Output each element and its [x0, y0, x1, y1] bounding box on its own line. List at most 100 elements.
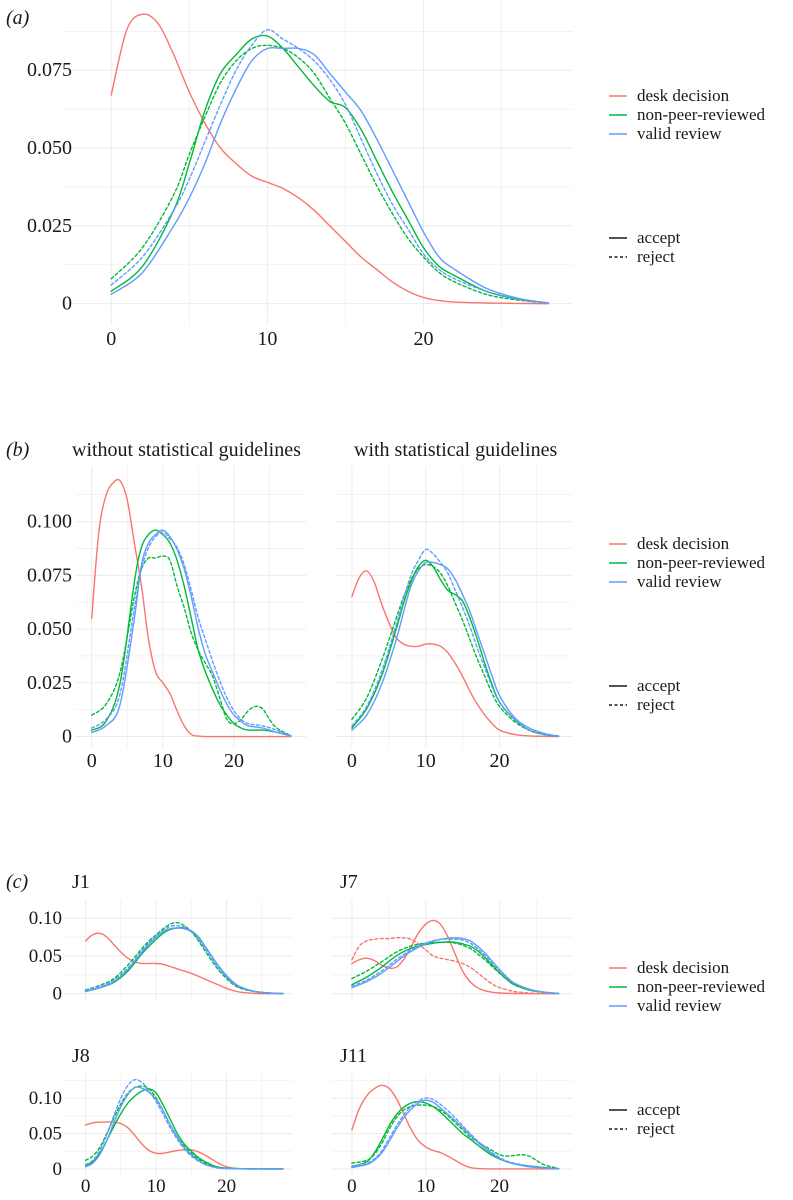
x-tick-label: 20: [490, 1176, 509, 1197]
series-group-c4: [351, 1084, 560, 1170]
legend-label-non-peer-reviewed: non-peer-reviewed: [637, 105, 766, 124]
x-tick-label: 10: [147, 1176, 166, 1197]
legend-label-non-peer-reviewed: non-peer-reviewed: [637, 977, 766, 996]
panel-title-b1: without statistical guidelines: [72, 439, 301, 461]
series-line-non-peer-reviewed-accept: [91, 529, 292, 737]
series-line-non-peer-reviewed-accept: [84, 1088, 284, 1170]
y-tick-label: 0: [53, 1159, 63, 1180]
series-line-desk-decision-accept: [91, 478, 292, 738]
y-tick-label: 0.100: [27, 511, 72, 533]
legend-label-reject: reject: [637, 247, 675, 266]
series-line-desk-decision-accept: [351, 570, 560, 738]
legend-label-reject: reject: [637, 695, 675, 714]
series-line-valid-review-reject: [351, 548, 560, 737]
legend-label-desk-decision: desk decision: [637, 86, 730, 105]
legend-label-valid-review: valid review: [637, 572, 722, 591]
series-line-valid-review-accept: [84, 1086, 284, 1170]
y-tick-label: 0.050: [27, 137, 72, 159]
series-line-valid-review-accept: [110, 46, 550, 304]
panel-label-c: (c): [6, 871, 29, 893]
series-line-valid-review-reject: [110, 29, 550, 304]
legend-label-reject: reject: [637, 1119, 675, 1138]
y-tick-label: 0.025: [27, 672, 72, 694]
x-tick-label: 0: [347, 1176, 357, 1197]
y-tick-label: 0.075: [27, 564, 72, 586]
series-line-valid-review-reject: [351, 1097, 560, 1170]
chart-panel-b2: 0 10 20: [336, 466, 572, 772]
legend-label-accept: accept: [637, 228, 681, 247]
series-line-desk-decision-reject: [351, 936, 560, 995]
series-group-c2: [351, 919, 560, 995]
y-tick-label: 0.10: [29, 1088, 62, 1109]
series-line-desk-decision-accept: [351, 1084, 560, 1170]
legend-label-accept: accept: [637, 676, 681, 695]
panel-title-c4: J11: [340, 1045, 367, 1067]
series-line-non-peer-reviewed-reject: [351, 563, 560, 737]
panel-title-c2: J7: [340, 871, 358, 893]
grid-c3: [64, 1074, 292, 1176]
series-line-non-peer-reviewed-accept: [351, 1100, 560, 1170]
x-tick-label: 10: [416, 1176, 435, 1197]
series-line-valid-review-reject: [84, 924, 284, 995]
series-line-desk-decision-accept: [84, 932, 284, 995]
x-tick-label: 0: [347, 750, 357, 772]
x-tick-label: 20: [413, 328, 433, 350]
series-line-valid-review-accept: [351, 1099, 560, 1170]
x-tick-label: 0: [81, 1176, 91, 1197]
series-line-non-peer-reviewed-accept: [110, 34, 550, 304]
legend-label-valid-review: valid review: [637, 996, 722, 1015]
series-line-non-peer-reviewed-reject: [110, 44, 550, 304]
series-line-valid-review-accept: [84, 927, 284, 995]
y-tick-label: 0: [53, 984, 63, 1005]
chart-panel-c4: 0 10 20: [332, 1074, 572, 1197]
x-tick-label: 20: [217, 1176, 236, 1197]
series-group-c1: [84, 921, 284, 995]
series-line-non-peer-reviewed-accept: [84, 927, 284, 995]
grid-b1: [76, 466, 306, 748]
y-tick-label: 0: [62, 293, 72, 315]
series-line-valid-review-reject: [84, 1078, 284, 1170]
y-tick-label: 0.10: [29, 908, 62, 929]
chart-panel-b1: 0 0.025 0.050 0.075 0.100 0 10 20: [27, 466, 306, 772]
y-tick-label: 0.05: [29, 946, 62, 967]
x-tick-label: 10: [153, 750, 173, 772]
series-line-valid-review-reject: [351, 938, 560, 995]
x-tick-label: 10: [257, 328, 277, 350]
series-line-non-peer-reviewed-reject: [84, 921, 284, 995]
y-tick-label: 0.05: [29, 1123, 62, 1144]
series-group-a: [110, 13, 550, 305]
chart-panel-c1: 0 0.05 0.10: [29, 900, 292, 1005]
chart-panel-c3: 0 0.05 0.10 0 10 20: [29, 1074, 292, 1197]
series-group-c3: [84, 1078, 284, 1170]
grid-c2: [332, 900, 572, 1000]
legend-label-desk-decision: desk decision: [637, 958, 730, 977]
x-tick-label: 10: [416, 750, 436, 772]
chart-panel-c2: [332, 900, 572, 1000]
panel-label-a: (a): [6, 7, 30, 29]
y-tick-label: 0.025: [27, 215, 72, 237]
series-line-non-peer-reviewed-reject: [91, 555, 292, 737]
x-tick-label: 0: [87, 750, 97, 772]
x-tick-label: 20: [490, 750, 510, 772]
series-line-valid-review-reject: [91, 531, 292, 737]
panel-label-b: (b): [6, 439, 30, 461]
series-line-valid-review-accept: [351, 937, 560, 995]
series-line-desk-decision-accept: [110, 13, 550, 305]
series-line-non-peer-reviewed-accept: [351, 941, 560, 995]
series-line-valid-review-accept: [351, 561, 560, 737]
legend-label-valid-review: valid review: [637, 124, 722, 143]
x-tick-label: 20: [224, 750, 244, 772]
series-line-non-peer-reviewed-reject: [351, 1104, 560, 1170]
legend-label-desk-decision: desk decision: [637, 534, 730, 553]
x-tick-label: 0: [106, 328, 116, 350]
y-tick-label: 0: [62, 726, 72, 748]
panel-title-c3: J8: [72, 1045, 90, 1067]
panel-title-c1: J1: [72, 871, 90, 893]
grid-c1: [64, 900, 292, 1000]
legend-label-non-peer-reviewed: non-peer-reviewed: [637, 553, 766, 572]
panel-title-b2: with statistical guidelines: [354, 439, 558, 461]
